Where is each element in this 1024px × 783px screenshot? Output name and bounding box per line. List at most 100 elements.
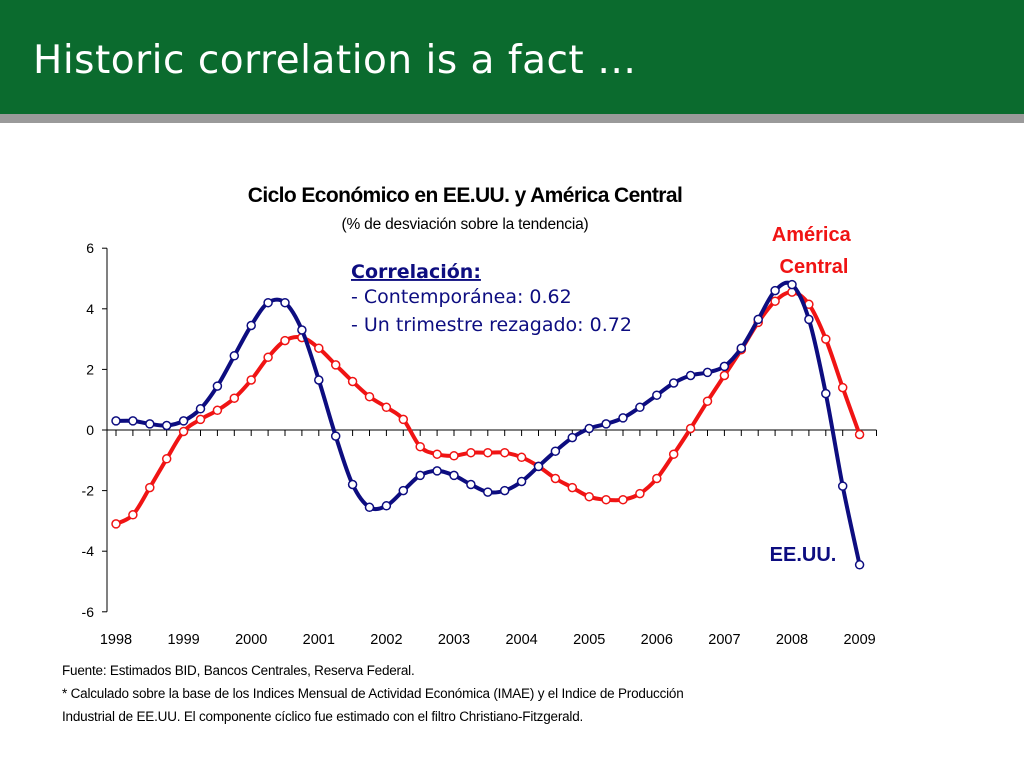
data-point-us: [280, 297, 290, 308]
data-point-us: [246, 320, 256, 331]
y-tick-label: -2: [82, 483, 95, 499]
data-point-us: [685, 370, 696, 381]
data-point-us: [821, 388, 831, 399]
data-point-us: [314, 375, 324, 385]
data-point-ca: [263, 352, 273, 363]
data-point-us: [618, 413, 628, 423]
slide-title: Historic correlation is a fact …: [33, 38, 637, 83]
data-point-ca: [415, 441, 425, 452]
data-point-ca: [212, 405, 223, 416]
data-point-us: [499, 485, 510, 496]
y-tick-label: -6: [82, 604, 95, 620]
data-point-ca: [364, 391, 375, 402]
data-point-us: [212, 381, 223, 391]
data-point-us: [550, 446, 561, 456]
data-point-us: [668, 378, 679, 388]
chart-series: [111, 279, 865, 570]
data-point-us: [229, 351, 240, 361]
data-point-ca: [635, 488, 645, 499]
data-point-ca: [652, 473, 662, 484]
data-point-ca: [668, 449, 679, 459]
correlation-heading: Correlación:: [351, 261, 481, 283]
data-point-ca: [145, 482, 155, 493]
data-point-ca: [499, 447, 510, 458]
chart-title: Ciclo Económico en EE.UU. y América Cent…: [248, 184, 682, 207]
chart-subtitle: (% de desviación sobre la tendencia): [342, 216, 589, 233]
data-point-us: [178, 416, 189, 426]
data-point-us: [195, 404, 206, 414]
y-tick-label: 4: [86, 301, 94, 317]
data-point-us: [466, 479, 476, 490]
data-point-us: [347, 479, 358, 490]
data-point-ca: [516, 452, 527, 463]
data-point-ca: [618, 494, 628, 505]
header-divider: [0, 114, 1024, 123]
data-point-us: [837, 481, 848, 491]
data-point-us: [297, 325, 307, 335]
data-point-ca: [178, 426, 189, 437]
data-point-ca: [229, 393, 240, 403]
data-point-ca: [837, 382, 848, 393]
data-point-us: [787, 279, 797, 290]
x-tick-label: 1998: [100, 632, 132, 648]
data-point-ca: [449, 451, 459, 461]
data-point-ca: [161, 454, 172, 464]
data-point-us: [804, 314, 814, 325]
data-point-ca: [246, 375, 256, 385]
data-point-ca: [854, 429, 865, 440]
data-point-ca: [195, 414, 206, 425]
x-tick-label: 2009: [843, 632, 875, 648]
data-point-ca: [483, 447, 493, 458]
data-point-ca: [347, 376, 358, 387]
data-point-ca: [398, 414, 409, 425]
data-point-us: [483, 487, 493, 497]
data-point-us: [584, 423, 594, 434]
correlation-lagged: - Un trimestre rezagado: 0.72: [351, 314, 632, 336]
methodology-note-line1: * Calculado sobre la base de los Indices…: [62, 686, 684, 701]
data-point-ca: [330, 360, 341, 370]
data-point-ca: [584, 491, 594, 502]
x-tick-label: 2007: [708, 632, 740, 648]
data-point-ca: [280, 335, 290, 346]
chart-axes: 6 4 2 0 -2 -4 -6 1998 1999 2000 2001 2002 2003 2004 20…: [82, 240, 877, 648]
methodology-note-line2: Industrial de EE.UU. El componente cícli…: [62, 709, 584, 724]
data-point-us: [398, 485, 409, 496]
data-point-us: [128, 416, 138, 426]
data-point-ca: [567, 482, 578, 493]
data-point-us: [415, 470, 425, 481]
data-point-ca: [111, 519, 121, 529]
y-tick-label: 2: [86, 361, 94, 377]
correlation-contemporaneous: - Contemporánea: 0.62: [351, 286, 572, 308]
data-point-us: [161, 420, 172, 431]
y-tick-label: 0: [86, 422, 94, 438]
data-point-us: [263, 297, 273, 308]
data-point-ca: [314, 343, 324, 353]
y-tick-label: 6: [86, 240, 94, 256]
data-point-us: [145, 419, 155, 429]
x-tick-label: 2008: [776, 632, 808, 648]
data-point-us: [330, 431, 341, 441]
x-tick-label: 2003: [438, 632, 470, 648]
data-point-us: [770, 285, 780, 296]
data-point-ca: [719, 370, 730, 381]
data-point-us: [601, 419, 611, 429]
data-point-us: [432, 466, 442, 476]
x-tick-label: 2002: [370, 632, 402, 648]
data-point-us: [652, 390, 662, 400]
source-note: Fuente: Estimados BID, Bancos Centrales,…: [62, 663, 415, 678]
x-tick-label: 2000: [235, 632, 267, 648]
data-point-us: [854, 560, 865, 570]
x-tick-label: 2006: [641, 632, 673, 648]
y-tick-label: -4: [82, 543, 95, 559]
business-cycle-chart: Ciclo Económico en EE.UU. y América Cent…: [82, 184, 877, 648]
data-point-us: [381, 501, 392, 511]
slide-header: Historic correlation is a fact …: [0, 0, 1024, 114]
data-point-us: [364, 502, 375, 513]
data-point-ca: [770, 296, 780, 306]
data-point-ca: [550, 473, 561, 484]
data-point-ca: [432, 449, 442, 459]
data-point-us: [753, 314, 763, 325]
data-point-ca: [685, 423, 696, 434]
data-point-us: [736, 343, 747, 353]
data-point-us: [635, 402, 645, 413]
